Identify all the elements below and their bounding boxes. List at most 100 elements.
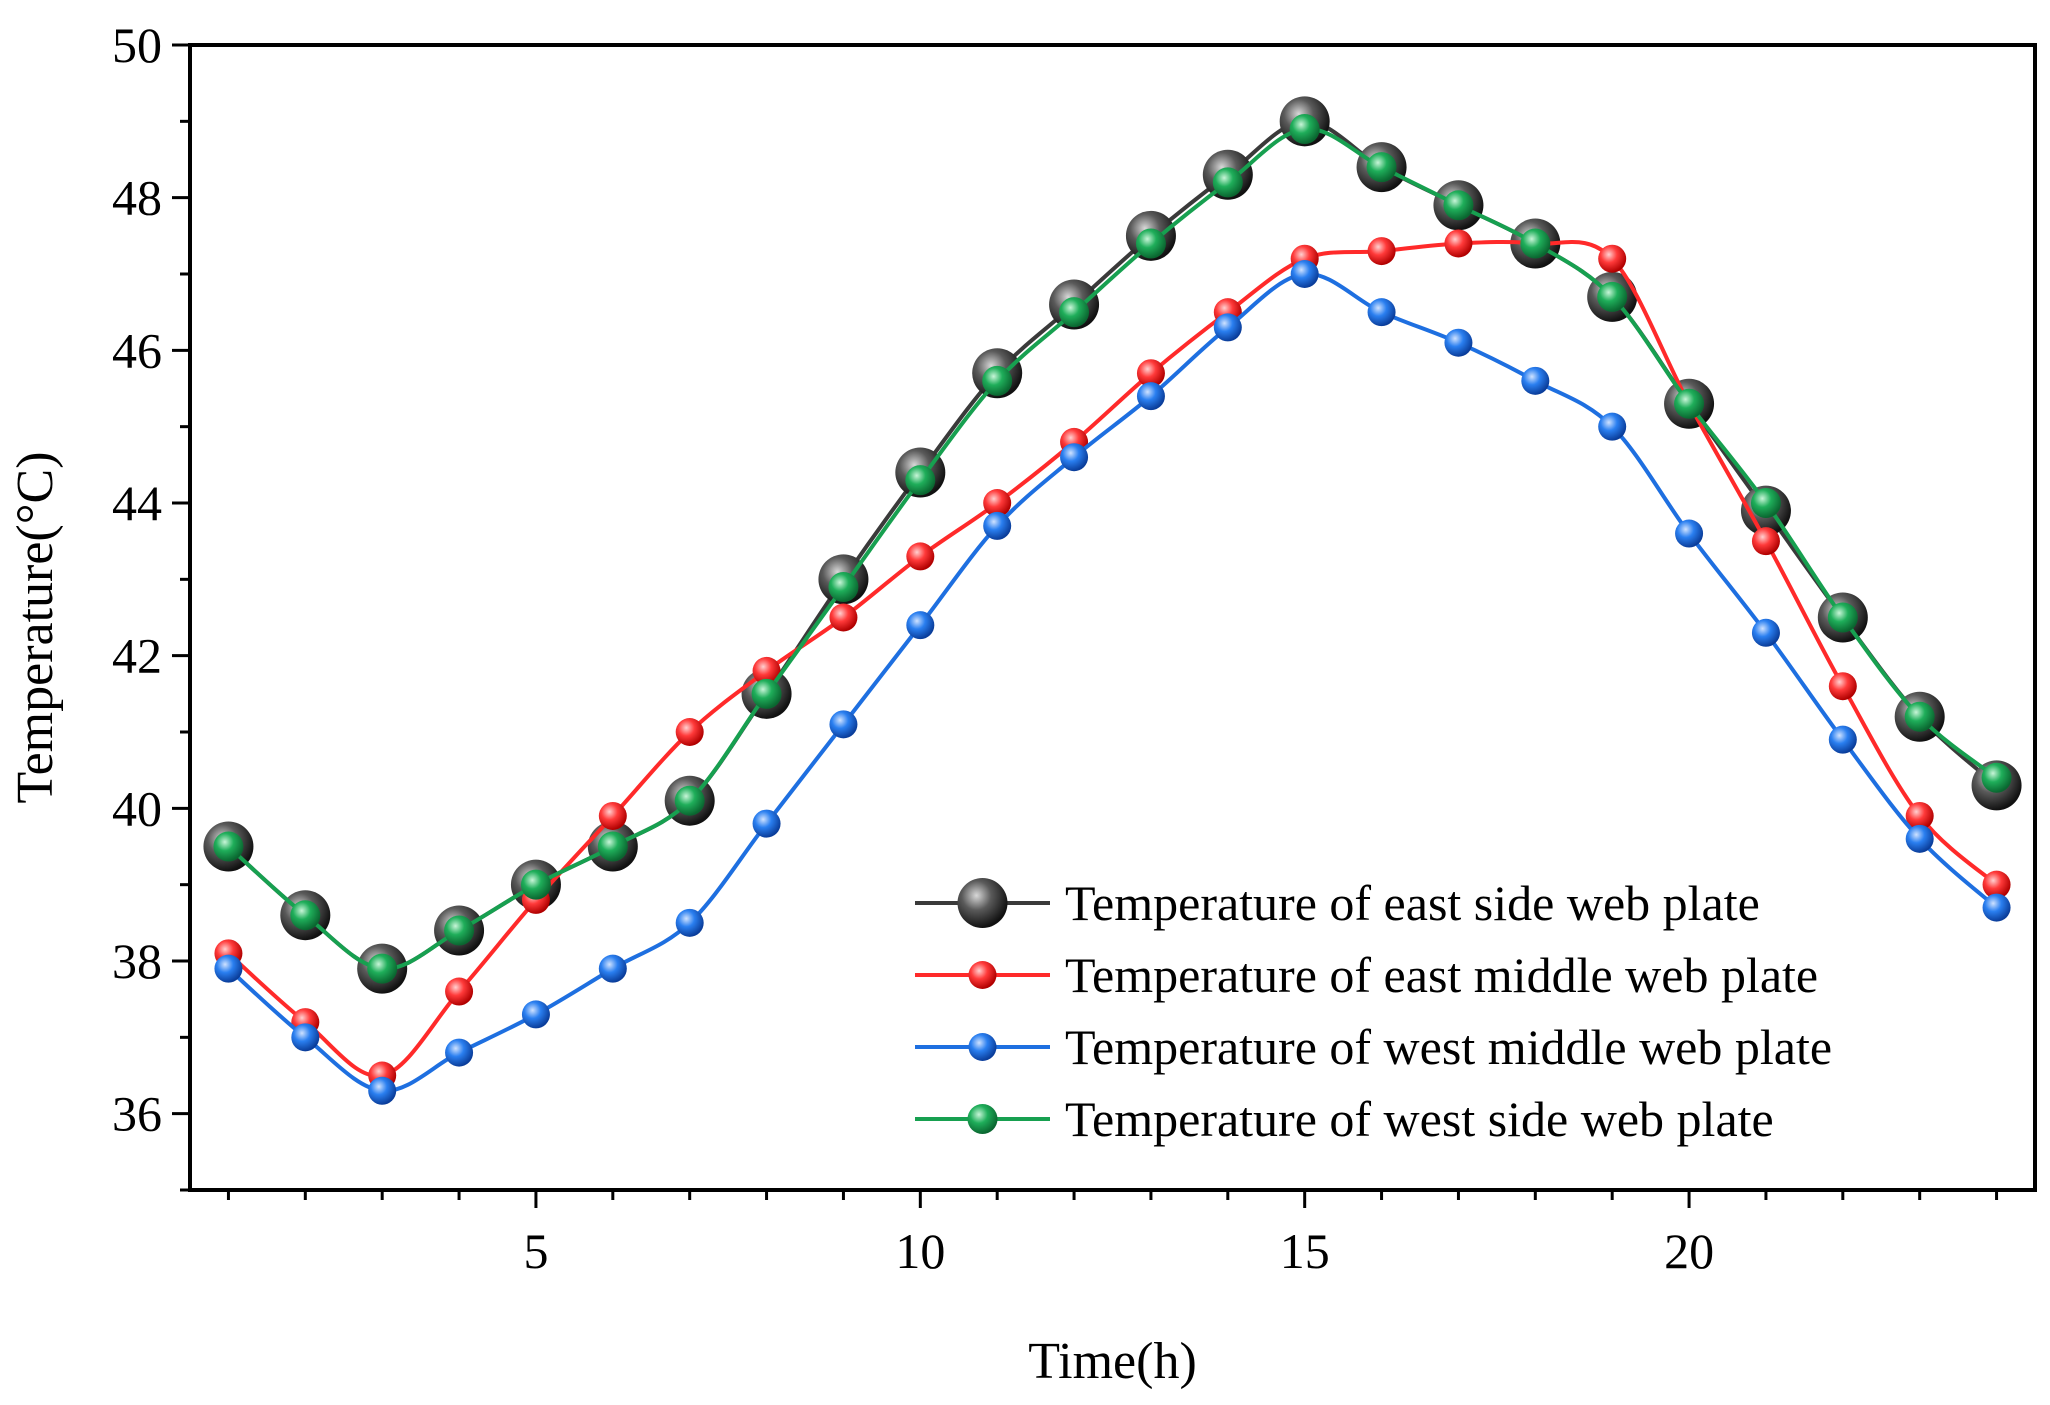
x-tick-label: 10	[895, 1223, 945, 1279]
data-point	[597, 831, 628, 862]
data-point	[1136, 359, 1165, 388]
legend-label: Temperature of west side web plate	[1065, 1091, 1774, 1147]
data-point	[1751, 618, 1780, 647]
series-3	[214, 260, 2011, 1105]
data-point	[1598, 244, 1627, 273]
y-tick-label: 36	[112, 1086, 162, 1142]
data-point	[1135, 228, 1166, 259]
data-point	[290, 900, 321, 931]
legend-item: Temperature of west side web plate	[915, 1091, 1774, 1147]
legend-marker	[967, 1104, 998, 1134]
data-point	[1904, 701, 1935, 732]
data-point	[291, 1023, 320, 1052]
data-point	[1289, 113, 1320, 144]
data-point	[1750, 488, 1781, 518]
legend-marker	[968, 1033, 997, 1061]
data-point	[1828, 672, 1857, 701]
data-point	[444, 915, 475, 946]
y-tick-label: 44	[112, 475, 162, 531]
data-point	[982, 365, 1013, 396]
data-point	[1212, 167, 1243, 198]
data-point	[1213, 313, 1242, 342]
data-point	[1675, 519, 1704, 548]
data-point	[1674, 388, 1705, 419]
data-point	[1444, 229, 1473, 258]
data-point	[1905, 801, 1934, 830]
data-point	[598, 954, 627, 983]
data-point	[1290, 260, 1319, 288]
plot-frame	[188, 43, 2037, 1192]
legend-label: Temperature of east side web plate	[1065, 875, 1760, 931]
data-point	[1367, 237, 1396, 266]
x-tick-label: 15	[1280, 1223, 1330, 1279]
data-point	[1827, 602, 1858, 633]
series-4	[213, 113, 2012, 984]
data-point	[1751, 527, 1780, 556]
series-1	[203, 96, 2022, 994]
data-point	[1982, 893, 2011, 922]
legend-item: Temperature of east middle web plate	[915, 947, 1818, 1003]
x-tick-label: 20	[1664, 1223, 1714, 1279]
data-point	[983, 489, 1012, 517]
data-point	[751, 678, 782, 709]
data-point	[521, 1000, 550, 1029]
data-point	[906, 611, 935, 640]
data-point	[445, 1038, 474, 1067]
series-line	[227, 119, 1998, 971]
legend-label: Temperature of east middle web plate	[1065, 947, 1818, 1003]
legend-marker	[968, 961, 997, 989]
y-tick-label: 48	[112, 170, 162, 226]
y-tick-label: 38	[112, 933, 162, 989]
data-point	[1828, 725, 1857, 754]
data-point	[675, 718, 704, 746]
data-point	[1981, 762, 2012, 793]
data-point	[213, 831, 244, 862]
y-axis-title: Temperature(°C)	[7, 451, 64, 803]
data-point	[1443, 190, 1474, 221]
data-point	[828, 571, 859, 602]
legend-marker	[957, 878, 1008, 928]
data-point	[520, 869, 551, 900]
data-point	[675, 908, 704, 937]
data-point	[1444, 328, 1473, 357]
data-point	[1059, 297, 1090, 328]
data-point	[1366, 152, 1397, 183]
plot-area	[203, 96, 2022, 1105]
y-tick-label: 42	[112, 628, 162, 684]
data-point	[1982, 870, 2011, 899]
y-tick-label: 50	[112, 17, 162, 73]
y-tick-label: 46	[112, 322, 162, 378]
data-point	[1905, 824, 1934, 853]
data-point	[214, 954, 243, 983]
data-point	[983, 511, 1012, 540]
legend-item: Temperature of west middle web plate	[915, 1019, 1832, 1075]
x-tick-label: 5	[523, 1223, 548, 1279]
data-point	[1060, 443, 1089, 472]
data-point	[368, 1076, 397, 1105]
data-point	[752, 656, 781, 685]
legend: Temperature of east side web plate Temper…	[915, 875, 1832, 1147]
data-point	[445, 977, 474, 1006]
data-point	[829, 710, 858, 739]
data-point	[1598, 412, 1627, 441]
data-point	[829, 603, 858, 632]
data-point	[906, 542, 935, 571]
data-point	[1521, 366, 1550, 395]
data-point	[905, 465, 936, 496]
x-axis-title: Time(h)	[1028, 1333, 1197, 1390]
data-point	[1136, 382, 1165, 411]
series-line	[227, 126, 1998, 971]
data-point	[598, 801, 627, 830]
data-point	[1597, 281, 1628, 312]
series-line	[227, 240, 1998, 1078]
data-point	[752, 809, 781, 838]
legend-item: Temperature of east side web plate	[915, 875, 1760, 931]
data-point	[674, 785, 705, 816]
legend-label: Temperature of west middle web plate	[1065, 1019, 1832, 1075]
data-point	[1520, 228, 1551, 259]
data-point	[1367, 298, 1396, 327]
axes: 5 10 15 20 36 38 40 42 44 46 48 50	[112, 17, 2037, 1279]
data-point	[367, 953, 398, 984]
y-tick-label: 40	[112, 780, 162, 836]
